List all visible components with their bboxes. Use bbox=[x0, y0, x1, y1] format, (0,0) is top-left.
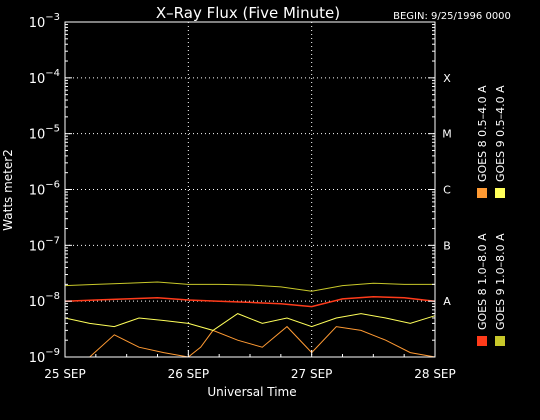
x-tick-label: 28 SEP bbox=[414, 367, 456, 381]
flare-class-labels: A B C M X bbox=[442, 72, 452, 308]
series-lines bbox=[64, 281, 436, 358]
x-tick-label: 27 SEP bbox=[291, 367, 333, 381]
flare-class-b: B bbox=[443, 239, 451, 252]
y-tick-label: 10−7 bbox=[29, 235, 60, 254]
series-line-2 bbox=[64, 313, 436, 331]
begin-date-label: BEGIN: 9/25/1996 0000 bbox=[393, 11, 511, 22]
flare-class-a: A bbox=[443, 295, 451, 308]
grid bbox=[65, 22, 435, 357]
y-tick-label: 10−9 bbox=[29, 347, 60, 366]
y-tick-label: 10−4 bbox=[29, 68, 60, 87]
legend-swatch bbox=[477, 188, 487, 198]
legend-label: GOES 8 0.5–4.0 A bbox=[476, 85, 489, 182]
x-axis-label: Universal Time bbox=[207, 385, 296, 399]
flare-class-c: C bbox=[443, 184, 451, 197]
chart-title: X–Ray Flux (Five Minute) bbox=[156, 4, 340, 22]
legend-swatch bbox=[495, 336, 505, 346]
legend-item-3: GOES 9 1.0–8.0 A bbox=[494, 233, 507, 346]
x-tick-label: 25 SEP bbox=[44, 367, 86, 381]
legend-swatch bbox=[495, 188, 505, 198]
y-tick-label: 10−8 bbox=[29, 291, 60, 310]
legend-item-2: GOES 9 0.5–4.0 A bbox=[494, 85, 507, 198]
series-line-1 bbox=[65, 325, 436, 358]
legend-item-1: GOES 8 0.5–4.0 A bbox=[476, 85, 489, 198]
series-line-3 bbox=[64, 281, 435, 292]
y-axis-ticks: 10−9 10−8 10−7 10−6 10−5 10−4 10−3 bbox=[29, 12, 435, 366]
y-tick-label: 10−6 bbox=[29, 180, 60, 199]
y-tick-label: 10−5 bbox=[29, 124, 60, 143]
series-line-0 bbox=[64, 295, 436, 308]
legend-label: GOES 9 1.0–8.0 A bbox=[494, 233, 507, 330]
legend-label: GOES 8 1.0–8.0 A bbox=[476, 233, 489, 330]
y-axis-label: Watts meter2 bbox=[1, 149, 15, 231]
legend-label: GOES 9 0.5–4.0 A bbox=[494, 85, 507, 182]
x-tick-label: 26 SEP bbox=[168, 367, 210, 381]
flare-class-x: X bbox=[443, 72, 451, 85]
flare-class-m: M bbox=[442, 128, 452, 141]
legend: GOES 8 1.0–8.0 A GOES 9 1.0–8.0 A GOES 8 0… bbox=[476, 85, 507, 346]
x-axis-ticks: 25 SEP 26 SEP 27 SEP 28 SEP bbox=[44, 350, 456, 381]
legend-swatch bbox=[477, 336, 487, 346]
legend-item-0: GOES 8 1.0–8.0 A bbox=[476, 233, 489, 346]
y-tick-label: 10−3 bbox=[29, 12, 60, 31]
